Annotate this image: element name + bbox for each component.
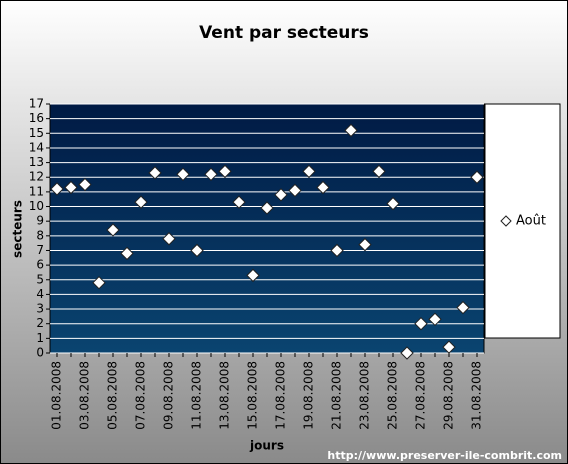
y-tick-label: 8 [36,228,44,242]
plot-area [49,103,485,354]
point [64,180,78,195]
point [204,167,218,182]
point [414,316,428,331]
point [120,246,134,261]
point [190,243,204,258]
legend-marker [500,215,512,227]
y-tick-label: 2 [36,316,44,330]
x-tick-label: 07.08.2008 [134,361,148,430]
legend-box [484,103,561,339]
point [372,164,386,179]
point [50,182,64,196]
y-tick-label: 7 [36,243,44,257]
y-tick-label: 9 [36,214,44,228]
y-tick-label: 17 [29,97,44,111]
y-tick-label: 10 [29,199,44,213]
point [330,243,344,258]
y-tick-label: 12 [29,170,44,184]
y-tick-label: 11 [29,184,44,198]
y-tick-label: 5 [36,272,44,286]
y-tick-label: 6 [36,258,44,272]
point [260,201,274,215]
x-tick-label: 11.08.2008 [190,361,204,430]
x-tick-label: 31.08.2008 [470,361,484,430]
point [176,167,190,182]
x-tick-label: 09.08.2008 [162,361,176,430]
point [316,180,330,195]
x-tick-label: 05.08.2008 [106,361,120,430]
legend-label: Août [516,214,546,229]
y-tick-label: 13 [29,155,44,169]
point [134,195,148,209]
point [344,123,358,138]
point [246,268,260,283]
point [78,177,92,192]
x-tick-label: 15.08.2008 [246,361,260,430]
x-axis-label: jours [249,439,284,453]
x-tick-label: 29.08.2008 [442,361,456,430]
y-tick-label: 15 [29,126,44,140]
x-tick-label: 21.08.2008 [330,361,344,430]
y-tick-label: 14 [29,140,44,154]
point [232,195,246,209]
point [400,346,414,360]
point [274,188,288,202]
x-tick-label: 23.08.2008 [358,361,372,430]
x-tick-label: 27.08.2008 [414,361,428,430]
x-tick-label: 03.08.2008 [78,361,92,430]
point [288,183,302,198]
x-tick-label: 19.08.2008 [302,361,316,430]
point [428,312,442,327]
y-tick-label: 3 [36,302,44,316]
point [92,275,106,290]
point [456,300,470,315]
point [148,166,162,180]
point [106,223,120,237]
chart-title: Vent par secteurs [199,23,369,43]
x-tick-label: 01.08.2008 [50,361,64,430]
point [162,232,176,246]
y-tick-label: 0 [36,346,44,360]
point [302,164,316,179]
y-tick-label: 4 [36,287,44,301]
point [358,237,372,252]
x-tick-label: 13.08.2008 [218,361,232,430]
y-axis-label: secteurs [11,200,25,258]
point [442,340,456,354]
y-tick-label: 16 [29,111,44,125]
footer-url: http://www.preserver-ile-combrit.com [327,449,562,462]
x-tick-label: 25.08.2008 [386,361,400,430]
point [470,170,484,184]
point [218,164,232,179]
y-tick-label: 1 [36,331,44,345]
x-tick-label: 17.08.2008 [274,361,288,430]
point [386,196,400,211]
